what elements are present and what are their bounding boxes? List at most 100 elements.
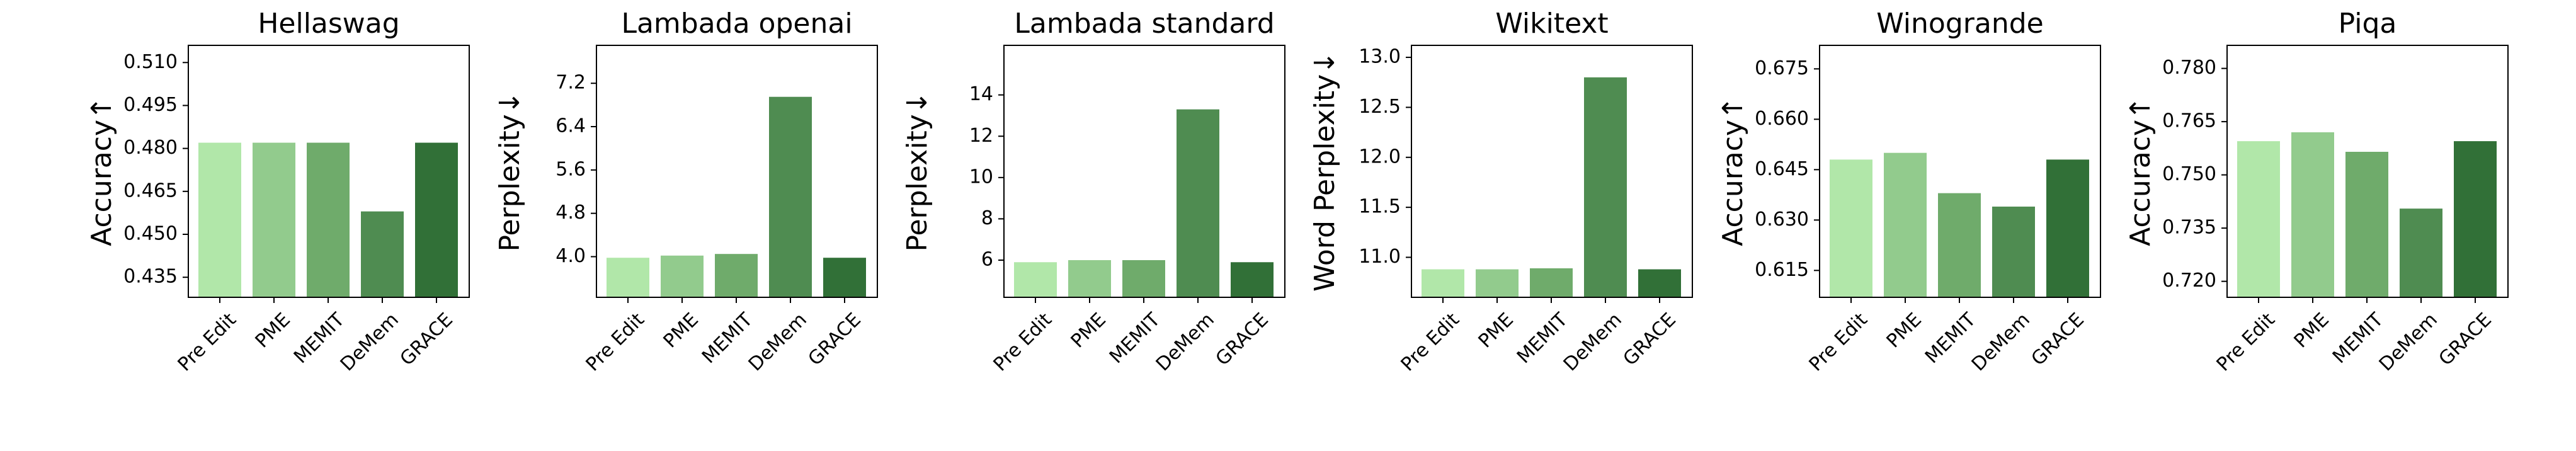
x-tick-label: GRACE	[804, 309, 865, 370]
y-tick-label: 6	[981, 248, 993, 270]
bar-pre-edit	[1830, 159, 1872, 297]
bar-demem	[1584, 77, 1627, 298]
y-tick-label: 10	[969, 166, 993, 188]
chart-title: Piqa	[2339, 8, 2397, 40]
bar-demem	[2400, 208, 2442, 297]
x-tick-label: DeMem	[1559, 309, 1626, 375]
bar-pme	[1068, 260, 1111, 297]
y-tick-label: 7.2	[556, 72, 586, 94]
x-tick-label: PME	[1067, 309, 1110, 352]
chart-title: Hellaswag	[258, 8, 399, 40]
chart-title: Lambada openai	[621, 8, 852, 40]
y-tick-label: 0.510	[123, 51, 178, 73]
bar-grace	[1638, 269, 1681, 297]
bar-memit	[715, 254, 758, 297]
y-tick-label: 12.0	[1359, 146, 1401, 168]
bar-pme	[1884, 152, 1927, 297]
y-tick-label: 0.495	[123, 94, 178, 116]
x-tick-label: Pre Edit	[989, 309, 1056, 375]
y-axis-label: Accuracy↑	[2124, 96, 2157, 246]
x-tick-label: Pre Edit	[174, 309, 241, 375]
bar-memit	[1938, 193, 1981, 297]
y-tick-label: 4.0	[556, 245, 586, 267]
bar-pme	[1476, 269, 1519, 297]
y-axis-label: Perplexity↓	[901, 91, 933, 252]
y-tick-label: 0.735	[2162, 217, 2216, 239]
y-tick-label: 0.615	[1755, 259, 1809, 281]
x-tick-label: Pre Edit	[582, 309, 649, 375]
x-tick-label: DeMem	[336, 309, 403, 375]
y-tick-label: 12.5	[1359, 96, 1401, 118]
chart-title: Lambada standard	[1014, 8, 1274, 40]
y-tick-label: 14	[969, 83, 993, 105]
bar-pre-edit	[607, 258, 649, 297]
x-tick-label: PME	[1474, 309, 1518, 352]
bar-memit	[307, 142, 350, 297]
bar-demem	[1992, 207, 2035, 297]
bar-grace	[2454, 141, 2497, 297]
x-tick-label: GRACE	[396, 309, 457, 370]
y-tick-label: 0.750	[2162, 163, 2216, 185]
x-tick-label: DeMem	[744, 309, 811, 375]
bar-pme	[253, 142, 295, 297]
x-tick-label: DeMem	[1152, 309, 1219, 375]
y-tick-label: 0.720	[2162, 270, 2216, 292]
y-tick-label: 12	[969, 125, 993, 147]
x-tick-label: GRACE	[2435, 309, 2496, 370]
y-tick-label: 0.465	[123, 180, 178, 202]
y-tick-label: 11.5	[1359, 196, 1401, 218]
y-tick-label: 0.630	[1755, 208, 1809, 231]
y-axis-label: Perplexity↓	[494, 91, 526, 252]
bar-demem	[361, 211, 404, 297]
x-tick-label: Pre Edit	[1805, 309, 1872, 375]
y-tick-label: 13.0	[1359, 46, 1401, 68]
axes-frame	[1003, 45, 1285, 298]
y-axis-label: Word Perplexity↓	[1309, 51, 1341, 292]
bar-pre-edit	[2237, 141, 2280, 297]
bar-demem	[1177, 109, 1219, 297]
y-tick-label: 8	[981, 207, 993, 229]
bar-pre-edit	[198, 142, 241, 297]
y-tick-label: 5.6	[556, 158, 586, 180]
x-tick-label: Pre Edit	[2213, 309, 2279, 375]
bar-pre-edit	[1014, 262, 1057, 297]
chart-title: Wikitext	[1495, 8, 1608, 40]
y-tick-label: 0.660	[1755, 108, 1809, 130]
y-tick-label: 0.765	[2162, 110, 2216, 132]
x-tick-label: GRACE	[1619, 309, 1680, 370]
bar-memit	[2345, 152, 2388, 297]
bar-grace	[415, 142, 458, 297]
chart-title: Winogrande	[1876, 8, 2043, 40]
axes-frame	[1411, 45, 1693, 298]
x-tick-label: PME	[2290, 309, 2334, 352]
x-tick-label: PME	[1883, 309, 1926, 352]
y-tick-label: 0.480	[123, 137, 178, 159]
x-tick-label: GRACE	[1211, 309, 1272, 370]
bar-memit	[1530, 268, 1573, 297]
bar-grace	[1231, 262, 1274, 297]
x-tick-label: DeMem	[2375, 309, 2442, 375]
bar-memit	[1122, 260, 1165, 297]
bar-pme	[661, 255, 704, 297]
x-tick-label: GRACE	[2027, 309, 2089, 370]
bar-pre-edit	[1422, 269, 1464, 297]
bar-demem	[769, 96, 812, 297]
y-tick-label: 0.675	[1755, 57, 1809, 79]
bar-pme	[2291, 132, 2334, 297]
y-tick-label: 11.0	[1359, 246, 1401, 268]
x-tick-label: PME	[251, 309, 295, 352]
x-tick-label: PME	[659, 309, 703, 352]
bar-grace	[823, 258, 866, 297]
y-tick-label: 0.780	[2162, 57, 2216, 79]
y-tick-label: 0.645	[1755, 158, 1809, 180]
y-tick-label: 6.4	[556, 115, 586, 137]
y-axis-label: Accuracy↑	[86, 96, 118, 246]
y-tick-label: 0.435	[123, 266, 178, 288]
y-tick-label: 0.450	[123, 223, 178, 245]
x-tick-label: DeMem	[1968, 309, 2034, 375]
y-tick-label: 4.8	[556, 202, 586, 224]
y-axis-label: Accuracy↑	[1717, 96, 1749, 246]
x-tick-label: Pre Edit	[1397, 309, 1464, 375]
bar-grace	[2046, 159, 2089, 297]
